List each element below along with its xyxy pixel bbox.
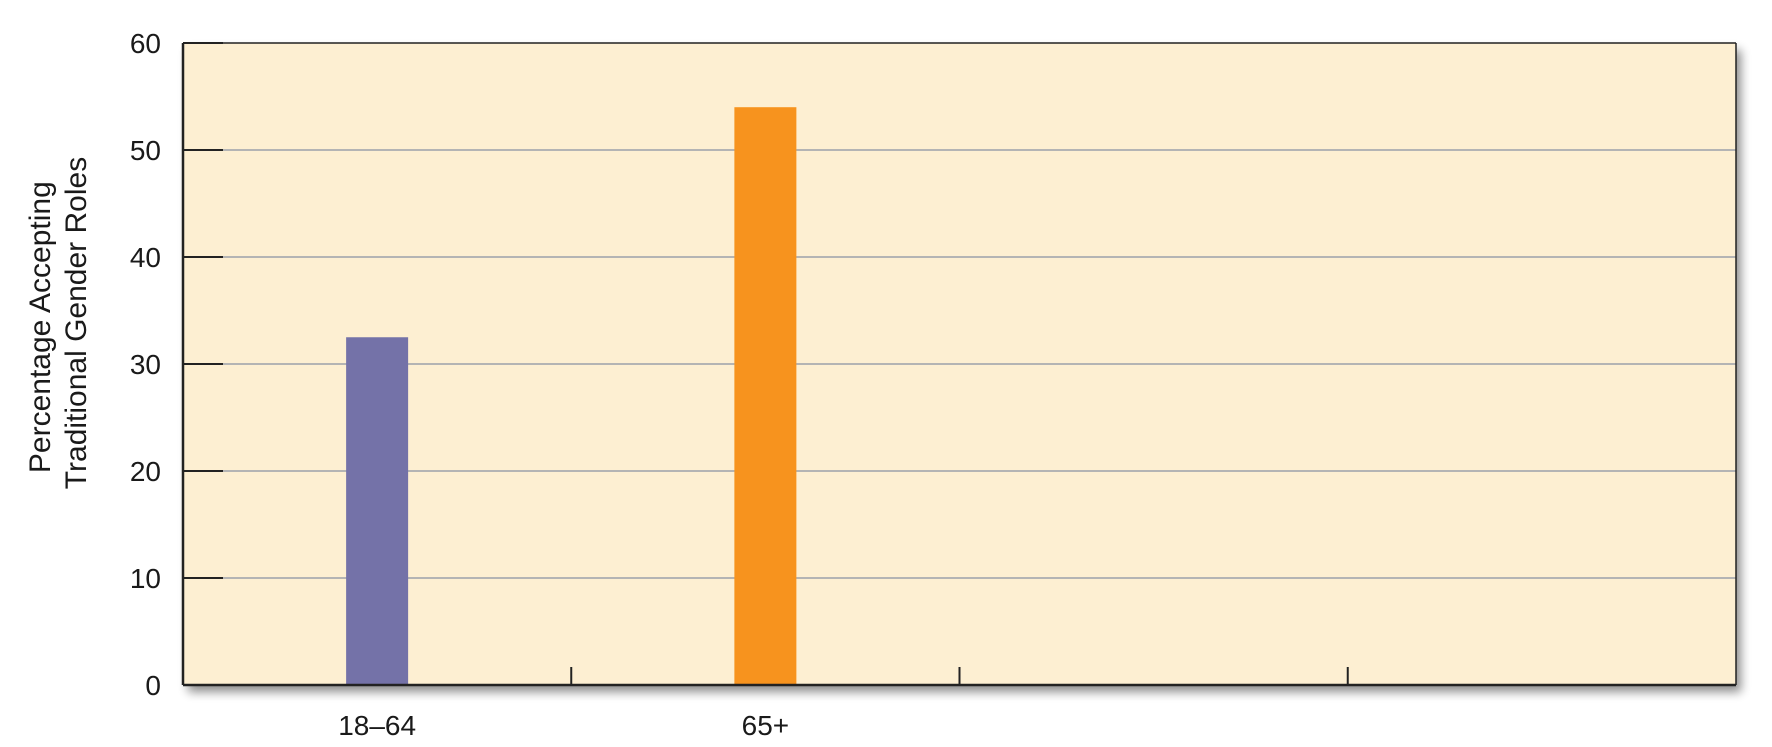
y-tick-label-0: 0	[145, 670, 161, 701]
y-tick-label-10: 10	[130, 563, 161, 594]
bar-2	[734, 107, 797, 685]
gridlines	[183, 149, 1736, 579]
y-axis-label-line-2: Traditional Gender Roles	[60, 157, 93, 489]
bars	[346, 107, 797, 685]
y-axis-label-line-1: Percentage Accepting	[24, 181, 57, 473]
x-tick-label-2: 65+	[742, 710, 790, 741]
x-tick-label-1: 18–64	[338, 710, 416, 741]
x-tick-labels: 18–64 65+	[338, 710, 789, 741]
axes	[181, 42, 1737, 687]
y-tick-label-20: 20	[130, 456, 161, 487]
y-tick-label-50: 50	[130, 135, 161, 166]
y-tick-label-30: 30	[130, 349, 161, 380]
y-tick-label-40: 40	[130, 242, 161, 273]
y-tick-labels: 0 10 20 30 40 50 60	[130, 28, 161, 701]
y-tick-label-60: 60	[130, 28, 161, 59]
bar-1	[346, 337, 409, 685]
y-axis-label: Percentage Accepting Traditional Gender …	[24, 157, 93, 489]
